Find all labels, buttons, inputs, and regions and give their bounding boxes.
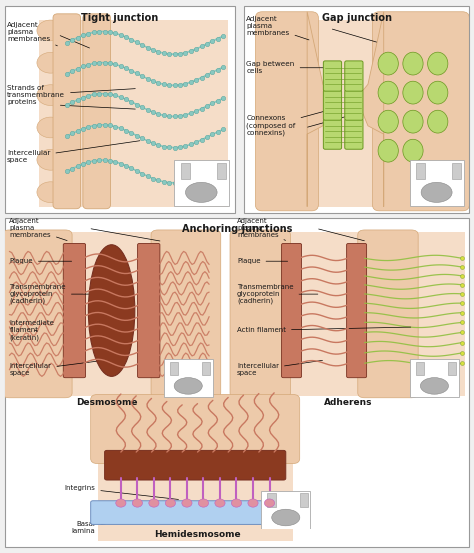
Ellipse shape (37, 117, 64, 138)
FancyBboxPatch shape (2, 230, 72, 398)
FancyBboxPatch shape (323, 119, 342, 149)
Ellipse shape (88, 245, 135, 377)
Text: Gap junction: Gap junction (322, 13, 392, 23)
FancyBboxPatch shape (83, 14, 110, 209)
FancyBboxPatch shape (255, 12, 319, 211)
Ellipse shape (378, 110, 398, 133)
Text: Tight junction: Tight junction (81, 13, 158, 23)
Ellipse shape (165, 499, 175, 507)
Text: Transmembrane
glycoprotein
(cadherin): Transmembrane glycoprotein (cadherin) (9, 284, 100, 304)
Text: Gap between
cells: Gap between cells (246, 61, 340, 74)
Ellipse shape (37, 20, 64, 41)
Text: Intermediate
filament
(keratin): Intermediate filament (keratin) (9, 320, 54, 341)
Text: Intercellular
space: Intercellular space (9, 360, 104, 376)
Ellipse shape (215, 499, 225, 507)
Ellipse shape (403, 81, 423, 104)
Ellipse shape (198, 499, 209, 507)
FancyBboxPatch shape (151, 230, 221, 398)
FancyBboxPatch shape (98, 403, 293, 541)
Ellipse shape (182, 499, 192, 507)
FancyBboxPatch shape (9, 232, 219, 396)
Ellipse shape (248, 499, 258, 507)
FancyBboxPatch shape (323, 61, 342, 91)
Ellipse shape (37, 182, 64, 202)
Ellipse shape (132, 499, 143, 507)
Text: Intercellular
space: Intercellular space (7, 140, 140, 164)
FancyBboxPatch shape (262, 20, 463, 207)
Ellipse shape (428, 110, 448, 133)
FancyBboxPatch shape (230, 230, 291, 398)
Ellipse shape (116, 499, 126, 507)
FancyBboxPatch shape (91, 394, 300, 463)
Text: Plaque: Plaque (9, 258, 72, 264)
FancyBboxPatch shape (244, 6, 469, 213)
Text: Desmosome: Desmosome (76, 398, 137, 407)
Text: Connexons
(composed of
connexins): Connexons (composed of connexins) (246, 110, 329, 136)
FancyBboxPatch shape (345, 61, 363, 91)
Text: Adjacent
plasma
membranes: Adjacent plasma membranes (7, 23, 57, 46)
Text: Integrins: Integrins (64, 485, 179, 499)
Ellipse shape (378, 52, 398, 75)
Text: Adjacent
plasma
membranes: Adjacent plasma membranes (237, 218, 285, 241)
Text: Adherens: Adherens (324, 398, 373, 407)
Text: Plaque: Plaque (237, 258, 288, 264)
Ellipse shape (403, 139, 423, 162)
Text: Anchoring junctions: Anchoring junctions (182, 225, 292, 234)
FancyBboxPatch shape (323, 90, 342, 120)
Ellipse shape (37, 149, 64, 170)
FancyBboxPatch shape (282, 243, 301, 378)
Text: Hemidesmosome: Hemidesmosome (154, 530, 241, 539)
Ellipse shape (378, 139, 398, 162)
FancyBboxPatch shape (345, 119, 363, 149)
Text: Basal
lamina: Basal lamina (72, 517, 146, 534)
FancyBboxPatch shape (5, 218, 469, 547)
Ellipse shape (428, 52, 448, 75)
FancyBboxPatch shape (39, 20, 228, 207)
Polygon shape (361, 12, 383, 207)
Polygon shape (307, 12, 330, 207)
FancyBboxPatch shape (63, 243, 86, 378)
FancyBboxPatch shape (358, 230, 418, 398)
Text: Strands of
transmembrane
proteins: Strands of transmembrane proteins (7, 85, 135, 105)
Text: Actin filament: Actin filament (237, 327, 411, 333)
FancyBboxPatch shape (137, 243, 160, 378)
FancyBboxPatch shape (373, 12, 469, 211)
Ellipse shape (403, 110, 423, 133)
FancyBboxPatch shape (345, 90, 363, 120)
Text: Intercellular
space: Intercellular space (237, 361, 322, 376)
Ellipse shape (264, 499, 274, 507)
FancyBboxPatch shape (91, 501, 300, 524)
FancyBboxPatch shape (53, 14, 81, 209)
Text: Adjacent
plasma
membranes: Adjacent plasma membranes (9, 218, 67, 241)
Ellipse shape (149, 499, 159, 507)
Ellipse shape (37, 53, 64, 73)
FancyBboxPatch shape (105, 450, 286, 480)
FancyBboxPatch shape (5, 6, 235, 213)
Ellipse shape (37, 85, 64, 106)
Ellipse shape (403, 52, 423, 75)
Text: Transmembrane
glycoprotein
(cadherin): Transmembrane glycoprotein (cadherin) (237, 284, 318, 304)
FancyBboxPatch shape (237, 232, 465, 396)
Ellipse shape (231, 499, 242, 507)
Ellipse shape (378, 81, 398, 104)
Text: Adjacent
plasma
membranes: Adjacent plasma membranes (246, 16, 309, 40)
FancyBboxPatch shape (346, 243, 366, 378)
Ellipse shape (428, 81, 448, 104)
